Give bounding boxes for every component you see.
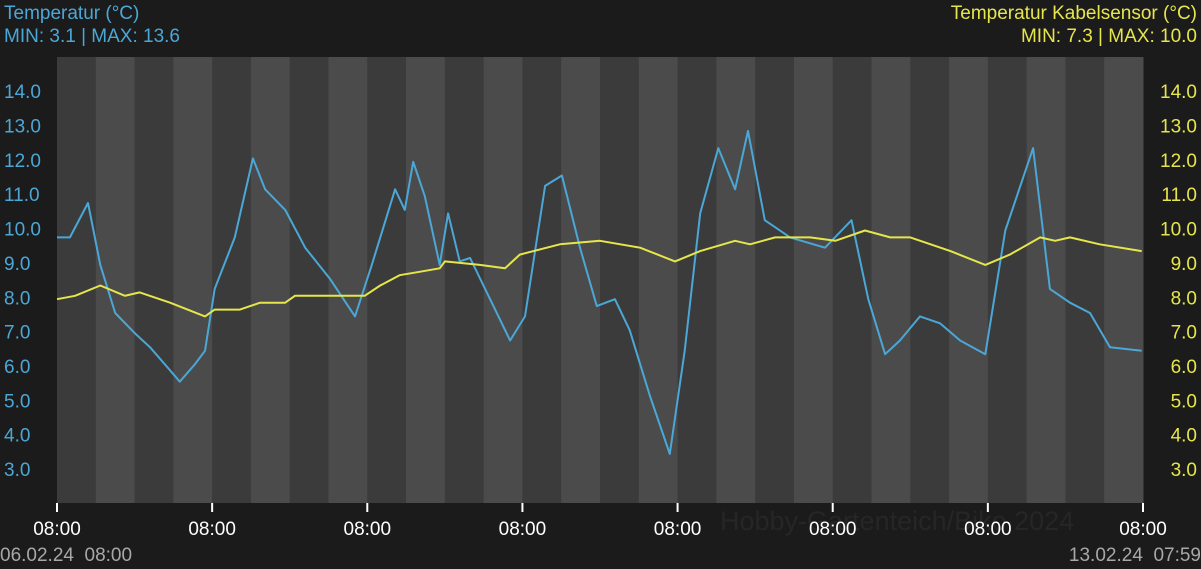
plot-stripe bbox=[250, 57, 291, 503]
plot-stripe bbox=[910, 57, 950, 503]
y-tick-label: 12.0 bbox=[4, 151, 41, 172]
x-tick-label: 08:00 bbox=[344, 519, 392, 540]
plot-stripe bbox=[1065, 57, 1105, 503]
plot-stripe bbox=[1026, 57, 1066, 503]
x-tick-label: 08:00 bbox=[33, 519, 81, 540]
y-tick-label: 7.0 bbox=[4, 323, 30, 344]
x-tick-label: 08:00 bbox=[654, 519, 702, 540]
plot-stripe bbox=[832, 57, 872, 503]
y-tick-label: 13.0 bbox=[4, 116, 41, 137]
plot-stripe bbox=[677, 57, 717, 503]
plot-stripe bbox=[483, 57, 523, 503]
y2-tick-label: 10.0 bbox=[1160, 220, 1197, 241]
y2-tick-label: 5.0 bbox=[1171, 391, 1197, 412]
y2-tick-label: 7.0 bbox=[1171, 323, 1197, 344]
plot-stripe bbox=[367, 57, 407, 503]
stats-left: MIN: 3.1 | MAX: 13.6 bbox=[4, 26, 180, 47]
plot-stripe bbox=[987, 57, 1028, 503]
y2-tick-label: 4.0 bbox=[1171, 426, 1197, 447]
plot-stripe bbox=[755, 57, 795, 503]
plot-stripe bbox=[522, 57, 562, 503]
plot-stripe bbox=[716, 57, 756, 503]
y2-tick-label: 6.0 bbox=[1171, 357, 1197, 378]
x-tick-label: 08:00 bbox=[188, 519, 236, 540]
y-tick-label: 10.0 bbox=[4, 220, 41, 241]
x-tick-label: 08:00 bbox=[1119, 519, 1167, 540]
watermark: Hobby-Gartenteich/Biko 2024 bbox=[720, 506, 1074, 536]
plot-stripe bbox=[328, 57, 368, 503]
x-tick-label: 08:00 bbox=[964, 519, 1012, 540]
plot-stripe bbox=[173, 57, 213, 503]
legend-right: Temperatur Kabelsensor (°C) bbox=[951, 3, 1197, 24]
y-tick-label: 14.0 bbox=[4, 82, 41, 103]
plot-stripe bbox=[134, 57, 174, 503]
y2-tick-label: 9.0 bbox=[1171, 254, 1197, 275]
y2-tick-label: 3.0 bbox=[1171, 460, 1197, 481]
plot-stripe bbox=[561, 57, 601, 503]
y-tick-label: 6.0 bbox=[4, 357, 30, 378]
end-label: 13.02.24 07:59 bbox=[1069, 545, 1201, 566]
start-label: 06.02.24 08:00 bbox=[0, 545, 132, 566]
plot-stripe bbox=[406, 57, 446, 503]
plot-stripe bbox=[638, 57, 679, 503]
x-tick-label: 08:00 bbox=[809, 519, 857, 540]
plot-stripe bbox=[289, 57, 329, 503]
y-tick-label: 9.0 bbox=[4, 254, 30, 275]
data-line bbox=[56, 229, 1142, 318]
plot-stripe bbox=[949, 57, 989, 503]
y2-tick-label: 12.0 bbox=[1160, 151, 1197, 172]
y-tick-label: 8.0 bbox=[4, 288, 30, 309]
plot-stripe bbox=[57, 57, 97, 503]
plot-stripe bbox=[871, 57, 911, 503]
plot-stripe bbox=[444, 57, 485, 503]
plot-stripe bbox=[1104, 57, 1144, 503]
y2-tick-label: 14.0 bbox=[1160, 82, 1197, 103]
y-tick-label: 5.0 bbox=[4, 391, 30, 412]
y2-tick-label: 11.0 bbox=[1161, 185, 1197, 206]
plot-stripe bbox=[95, 57, 136, 503]
y2-tick-label: 13.0 bbox=[1160, 116, 1197, 137]
stats-right: MIN: 7.3 | MAX: 10.0 bbox=[1021, 26, 1197, 47]
y2-tick-label: 8.0 bbox=[1171, 288, 1197, 309]
y-tick-label: 11.0 bbox=[4, 185, 40, 206]
y-tick-label: 3.0 bbox=[4, 460, 30, 481]
plot-stripe bbox=[600, 57, 640, 503]
y-tick-label: 4.0 bbox=[4, 426, 30, 447]
legend-left: Temperatur (°C) bbox=[4, 3, 139, 24]
plot-stripe bbox=[793, 57, 834, 503]
x-tick-label: 08:00 bbox=[499, 519, 547, 540]
